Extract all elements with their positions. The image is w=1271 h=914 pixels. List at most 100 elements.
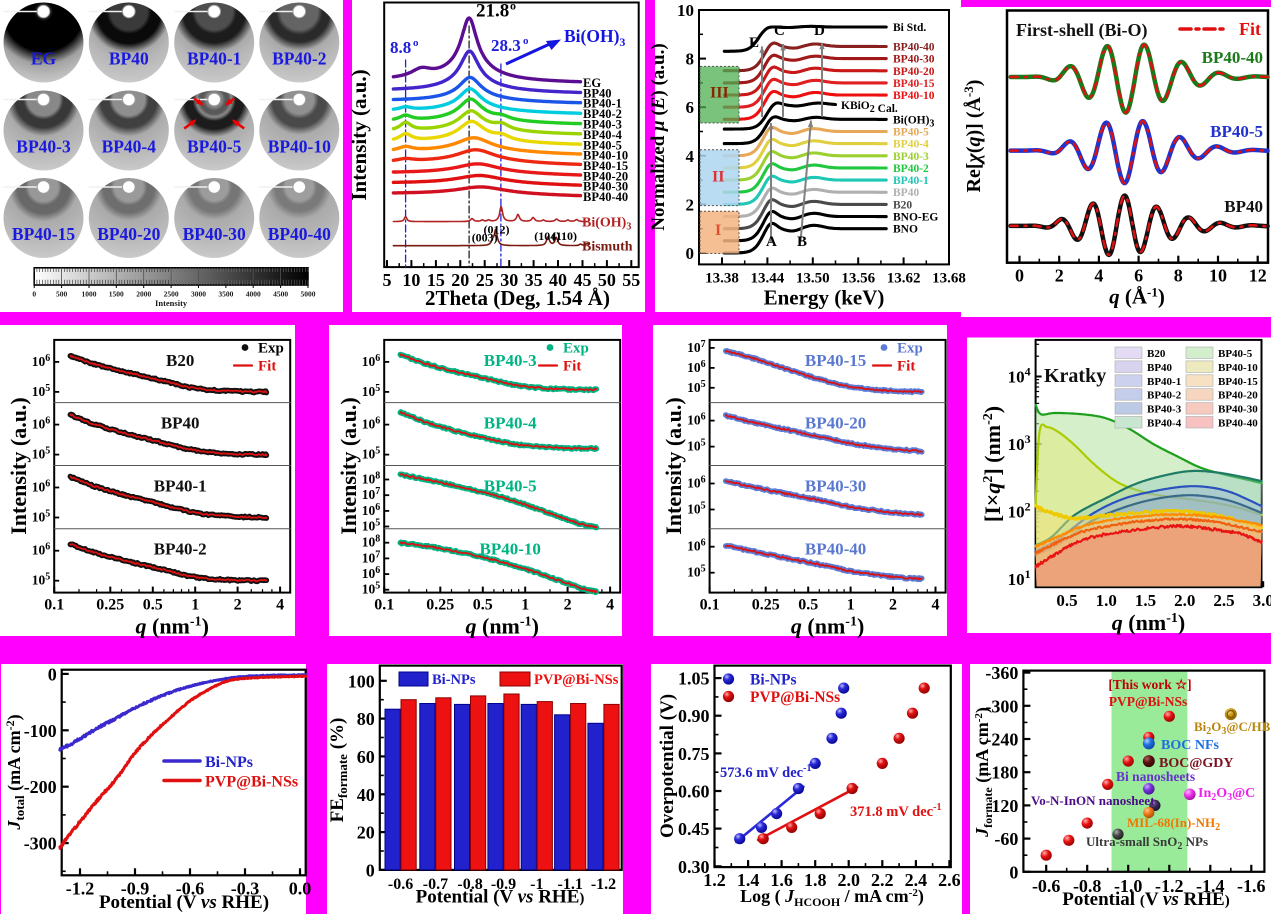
svg-text:5000: 5000 xyxy=(301,290,316,299)
svg-text:2: 2 xyxy=(889,597,897,614)
svg-text:BP40: BP40 xyxy=(1147,362,1173,374)
svg-text:B20: B20 xyxy=(1147,348,1166,360)
svg-text:13.68: 13.68 xyxy=(932,270,966,286)
svg-text:20: 20 xyxy=(451,270,469,290)
svg-text:(104): (104) xyxy=(534,229,560,243)
svg-text:25: 25 xyxy=(476,270,494,290)
svg-text:BOC@GDY: BOC@GDY xyxy=(1159,756,1233,771)
svg-text:Potential (V vs RHE): Potential (V vs RHE) xyxy=(1062,889,1229,910)
svg-text:Fit: Fit xyxy=(897,359,915,375)
svg-text:Re[χ(q)] (Å-3): Re[χ(q)] (Å-3) xyxy=(961,80,985,193)
svg-text:BP40-20: BP40-20 xyxy=(1218,390,1258,402)
svg-text:20: 20 xyxy=(357,823,375,843)
svg-text:BNO: BNO xyxy=(893,224,918,236)
svg-text:5: 5 xyxy=(383,270,392,290)
svg-text:Bismuth: Bismuth xyxy=(582,240,633,255)
svg-text:500: 500 xyxy=(56,290,68,299)
svg-text:B20: B20 xyxy=(893,199,912,211)
svg-text:Potential (V vs RHE): Potential (V vs RHE) xyxy=(99,892,269,913)
svg-text:0: 0 xyxy=(1009,862,1018,882)
svg-text:C: C xyxy=(774,23,785,39)
svg-text:60: 60 xyxy=(357,747,375,767)
svg-text:28.3: 28.3 xyxy=(491,36,521,55)
svg-text:2500: 2500 xyxy=(164,290,179,299)
svg-text:4000: 4000 xyxy=(246,290,261,299)
svg-text:8: 8 xyxy=(1174,266,1183,286)
svg-text:2Theta (Deg, 1.54 Å): 2Theta (Deg, 1.54 Å) xyxy=(425,286,610,310)
svg-text:BP40-40: BP40-40 xyxy=(268,224,331,244)
svg-text:Intensity (a.u.): Intensity (a.u.) xyxy=(336,397,361,535)
svg-text:1000: 1000 xyxy=(82,290,97,299)
svg-text:50: 50 xyxy=(598,270,616,290)
svg-text:-1.2: -1.2 xyxy=(1155,876,1184,896)
svg-text:BP40-20: BP40-20 xyxy=(893,66,935,78)
svg-text:Bi(OH)3: Bi(OH)3 xyxy=(564,26,625,49)
svg-text:2.2: 2.2 xyxy=(871,870,894,890)
svg-text:-1.1: -1.1 xyxy=(558,876,583,893)
svg-text:-0.6: -0.6 xyxy=(176,878,205,898)
svg-text:4: 4 xyxy=(276,597,284,614)
svg-text:55: 55 xyxy=(622,270,640,290)
svg-text:0.25: 0.25 xyxy=(426,597,454,614)
svg-text:-200: -200 xyxy=(24,777,57,797)
svg-text:BP40-20: BP40-20 xyxy=(805,414,866,433)
svg-text:(110): (110) xyxy=(552,229,577,243)
svg-text:10: 10 xyxy=(677,1,694,20)
svg-text:BP40-5: BP40-5 xyxy=(1218,348,1253,360)
svg-text:BP40: BP40 xyxy=(161,414,200,433)
svg-text:BP40-20: BP40-20 xyxy=(97,224,160,244)
svg-text:0.1: 0.1 xyxy=(374,597,394,614)
svg-text:1: 1 xyxy=(191,597,199,614)
svg-text:BP40-3: BP40-3 xyxy=(893,151,929,163)
svg-text:BP40-40: BP40-40 xyxy=(1218,418,1258,430)
svg-text:Bi(OH)3: Bi(OH)3 xyxy=(582,216,631,233)
svg-text:E: E xyxy=(749,35,759,51)
svg-text:0.60: 0.60 xyxy=(678,782,710,802)
svg-text:-1.0: -1.0 xyxy=(1114,876,1143,896)
svg-text:[This work ☆]: [This work ☆] xyxy=(1108,677,1191,692)
svg-text:30: 30 xyxy=(500,270,518,290)
svg-text:BP40: BP40 xyxy=(583,87,611,101)
svg-text:3500: 3500 xyxy=(218,290,233,299)
svg-text:-1.6: -1.6 xyxy=(1237,876,1266,896)
svg-text:1500: 1500 xyxy=(109,290,124,299)
svg-text:0: 0 xyxy=(366,860,375,880)
svg-text:0.0: 0.0 xyxy=(289,878,312,898)
svg-text:BP40-15: BP40-15 xyxy=(583,159,628,173)
svg-text:1.0: 1.0 xyxy=(1096,591,1117,610)
svg-text:Bi Std.: Bi Std. xyxy=(893,22,926,34)
svg-text:13.38: 13.38 xyxy=(705,270,739,286)
svg-text:0.75: 0.75 xyxy=(678,744,710,764)
svg-text:10: 10 xyxy=(402,270,420,290)
svg-text:2.4: 2.4 xyxy=(905,870,928,890)
svg-text:Vo-N-InON nanosheet: Vo-N-InON nanosheet xyxy=(1031,793,1155,808)
svg-text:13.50: 13.50 xyxy=(796,270,830,286)
svg-text:A: A xyxy=(766,234,777,250)
svg-text:Fit: Fit xyxy=(1239,19,1261,39)
svg-text:1: 1 xyxy=(521,597,529,614)
svg-text:Fit: Fit xyxy=(563,359,581,375)
svg-text:8.8: 8.8 xyxy=(390,38,411,57)
svg-text:BP40-5: BP40-5 xyxy=(583,138,622,152)
svg-text:Jformate (mA cm-2): Jformate (mA cm-2) xyxy=(972,707,995,838)
svg-text:0.30: 0.30 xyxy=(678,857,710,877)
svg-text:BP40-4: BP40-4 xyxy=(102,137,157,157)
svg-text:BP40-30: BP40-30 xyxy=(1218,404,1258,416)
svg-text:0.5: 0.5 xyxy=(473,597,493,614)
svg-text:BP40: BP40 xyxy=(1224,197,1263,216)
svg-text:Bi-NPs: Bi-NPs xyxy=(205,754,253,771)
svg-text:Exp: Exp xyxy=(563,341,589,357)
svg-text:-0.6: -0.6 xyxy=(1032,876,1061,896)
svg-text:BP40-5: BP40-5 xyxy=(187,137,242,157)
svg-text:BP40: BP40 xyxy=(893,187,919,199)
svg-text:3000: 3000 xyxy=(191,290,206,299)
svg-text:BP40-10: BP40-10 xyxy=(893,90,935,102)
svg-text:-1.2: -1.2 xyxy=(591,876,616,893)
svg-text:-0.9: -0.9 xyxy=(491,876,516,893)
svg-text:BP40-15: BP40-15 xyxy=(893,78,935,90)
svg-text:B: B xyxy=(797,234,807,250)
svg-text:BP40-2: BP40-2 xyxy=(272,49,326,69)
svg-text:BP40-10: BP40-10 xyxy=(583,148,628,162)
svg-text:Bi nanosheets: Bi nanosheets xyxy=(1116,769,1195,784)
svg-text:BP40-40: BP40-40 xyxy=(893,41,935,53)
